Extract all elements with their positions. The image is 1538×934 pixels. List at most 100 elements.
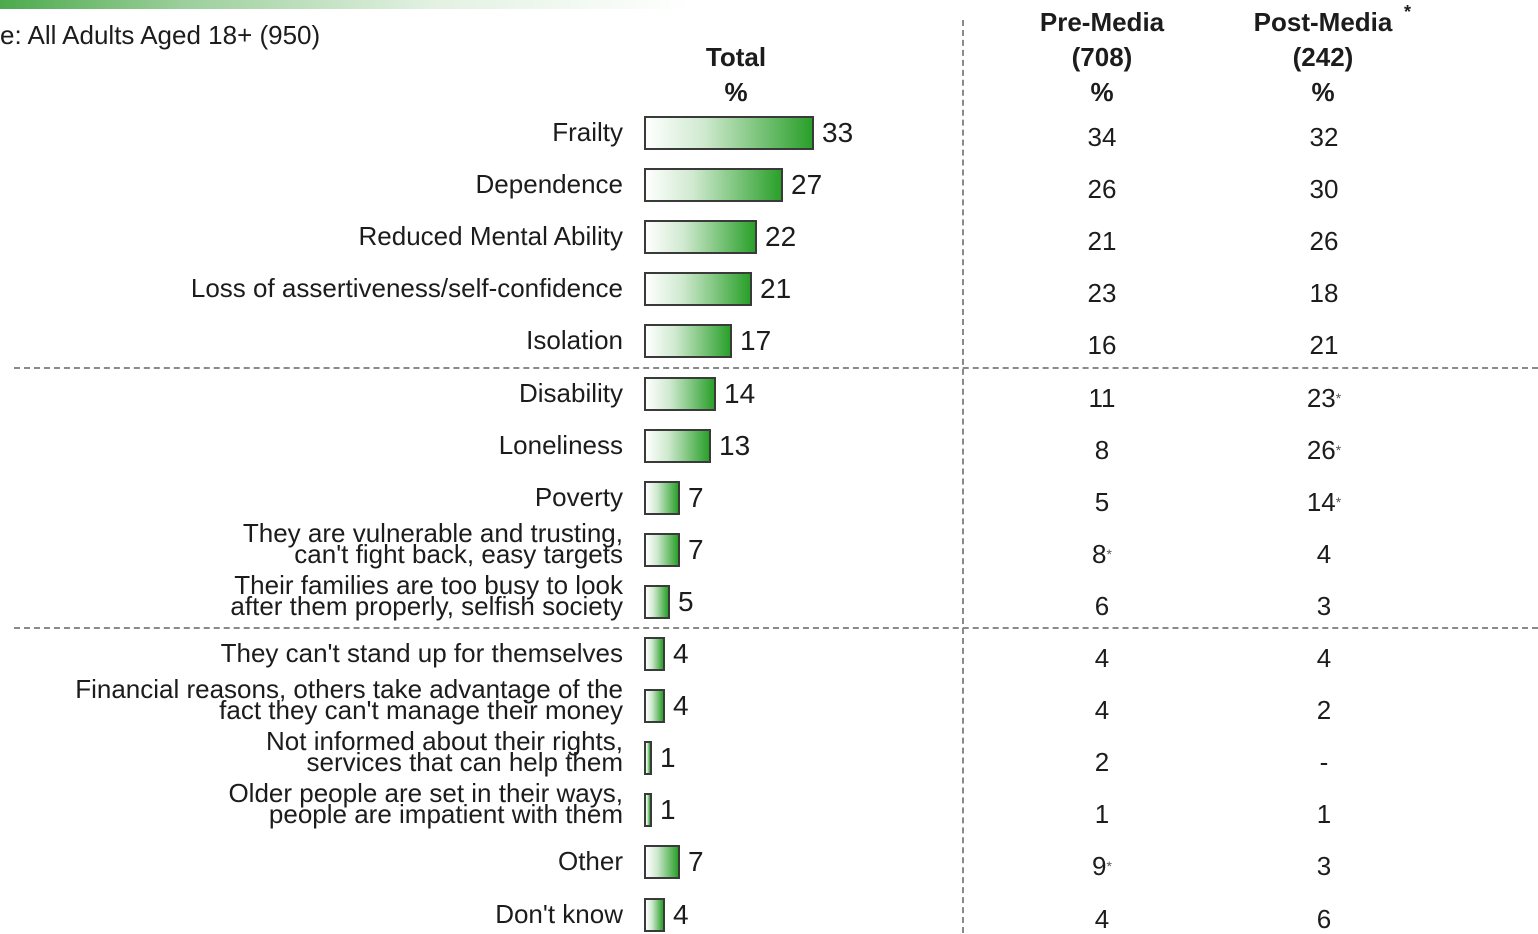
pre-media-number: 1	[1094, 799, 1110, 830]
category-label: Their families are too busy to look after…	[230, 572, 623, 621]
category-label-line: They can't stand up for themselves	[220, 638, 623, 668]
category-label-line: Loneliness	[498, 429, 623, 460]
category-label: Frailty	[552, 117, 623, 147]
category-label-line: Reduced Mental Ability	[358, 221, 623, 252]
total-bar	[644, 272, 752, 307]
category-label-line: Dependence	[475, 169, 623, 200]
total-bar-value: 21	[760, 273, 792, 305]
category-label-line: Other	[557, 846, 623, 877]
pre-media-number: 21	[1087, 226, 1117, 257]
category-label: Reduced Mental Ability	[358, 221, 623, 252]
total-column-header: Total %	[676, 40, 796, 110]
category-label: They are vulnerable and trusting, can't f…	[242, 517, 623, 569]
pre-media-value: 26	[1042, 174, 1162, 204]
category-label: Loneliness	[498, 429, 623, 460]
total-header-label: Total	[705, 42, 767, 72]
total-bar	[644, 584, 670, 619]
significance-marker: *	[1335, 389, 1342, 406]
post-media-column-header: Post-Media (242) % *	[1238, 2, 1411, 110]
category-label: Don't know	[495, 898, 623, 929]
total-bar	[644, 845, 680, 880]
post-media-number: 6	[1316, 903, 1332, 934]
pre-media-number: 23	[1087, 278, 1117, 309]
pre-media-number: 8	[1092, 538, 1107, 569]
category-label-line: Poverty	[534, 481, 623, 512]
post-media-value: 26	[1264, 226, 1384, 256]
post-media-number: 4	[1316, 643, 1332, 673]
pre-media-value: 34	[1042, 122, 1162, 152]
top-accent-bar	[0, 0, 1538, 9]
post-media-value: 23*	[1264, 383, 1384, 413]
post-media-number: 4	[1316, 538, 1332, 569]
category-label-line: can't fight back, easy targets	[294, 538, 623, 569]
total-bar-value: 1	[660, 742, 676, 774]
total-bar-value: 7	[688, 481, 704, 513]
post-media-value: 18	[1264, 278, 1384, 308]
pre-media-value: 6	[1042, 591, 1162, 621]
pre-media-value: 16	[1042, 330, 1162, 360]
total-bar-value: 7	[688, 533, 704, 565]
post-media-header-base: (242)	[1292, 42, 1354, 72]
category-label-line: people are impatient with them	[268, 799, 623, 830]
post-media-value: 30	[1264, 174, 1384, 204]
total-bar	[644, 428, 711, 463]
post-media-number: 23	[1306, 382, 1336, 413]
column-divider	[962, 20, 964, 933]
total-bar	[644, 689, 665, 724]
category-label: Disability	[518, 377, 623, 408]
category-label-line: Older people are set in their ways,	[228, 778, 623, 809]
total-bar-value: 22	[765, 221, 797, 253]
pre-media-value: 1	[1042, 799, 1162, 829]
total-bar	[644, 741, 652, 776]
pre-media-value: 4	[1042, 904, 1162, 934]
post-media-value: 3	[1264, 591, 1384, 621]
post-media-number: 21	[1309, 330, 1339, 361]
pre-media-value: 8*	[1042, 539, 1162, 569]
pre-media-column-header: Pre-Media (708) %	[1022, 5, 1182, 110]
post-media-value: -	[1264, 747, 1384, 777]
total-bar-value: 13	[719, 429, 751, 461]
post-media-number: 26	[1306, 434, 1336, 465]
pre-media-number: 2	[1094, 747, 1110, 778]
post-media-number: 18	[1309, 278, 1339, 309]
post-media-value: 1	[1264, 799, 1384, 829]
category-label: Isolation	[526, 327, 623, 353]
pre-media-number: 4	[1094, 695, 1110, 726]
post-media-value: 4	[1264, 539, 1384, 569]
pre-media-value: 8	[1042, 435, 1162, 465]
total-bar	[644, 637, 665, 671]
post-media-value: 26*	[1264, 435, 1384, 465]
category-label-line: Don't know	[495, 898, 623, 929]
pre-media-value: 11	[1042, 383, 1162, 413]
post-media-number: 3	[1316, 851, 1332, 882]
category-label: Older people are set in their ways, peopl…	[228, 778, 623, 830]
post-media-value: 4	[1264, 643, 1384, 673]
category-label-line: Frailty	[552, 117, 623, 147]
post-media-value: 3	[1264, 851, 1384, 881]
total-bar	[644, 116, 814, 150]
total-header-unit: %	[724, 77, 748, 107]
group-divider	[14, 627, 1538, 629]
category-label-line: They are vulnerable and trusting,	[242, 517, 623, 548]
total-bar	[644, 220, 757, 255]
post-media-value: 32	[1264, 122, 1384, 152]
category-label: Poverty	[534, 481, 623, 512]
category-label-line: after them properly, selfish society	[230, 590, 623, 621]
category-label-line: Financial reasons, others take advantage…	[75, 674, 623, 705]
total-bar-value: 5	[678, 585, 694, 617]
pre-media-value: 4	[1042, 695, 1162, 725]
post-media-number: 14	[1306, 486, 1336, 517]
pre-media-number: 16	[1087, 330, 1117, 361]
total-bar-value: 27	[791, 169, 823, 201]
category-label-line: Disability	[518, 377, 623, 408]
total-bar-value: 7	[688, 846, 704, 878]
category-label: Dependence	[475, 169, 623, 200]
significance-marker: *	[1335, 441, 1342, 458]
category-label: They can't stand up for themselves	[220, 638, 623, 668]
total-bar-value: 4	[673, 638, 689, 669]
post-media-number: 3	[1316, 590, 1332, 621]
category-label-line: fact they can't manage their money	[219, 695, 623, 726]
category-label-line: Not informed about their rights,	[266, 726, 623, 757]
pre-media-number: 34	[1087, 122, 1117, 152]
total-bar-value: 4	[673, 898, 689, 930]
